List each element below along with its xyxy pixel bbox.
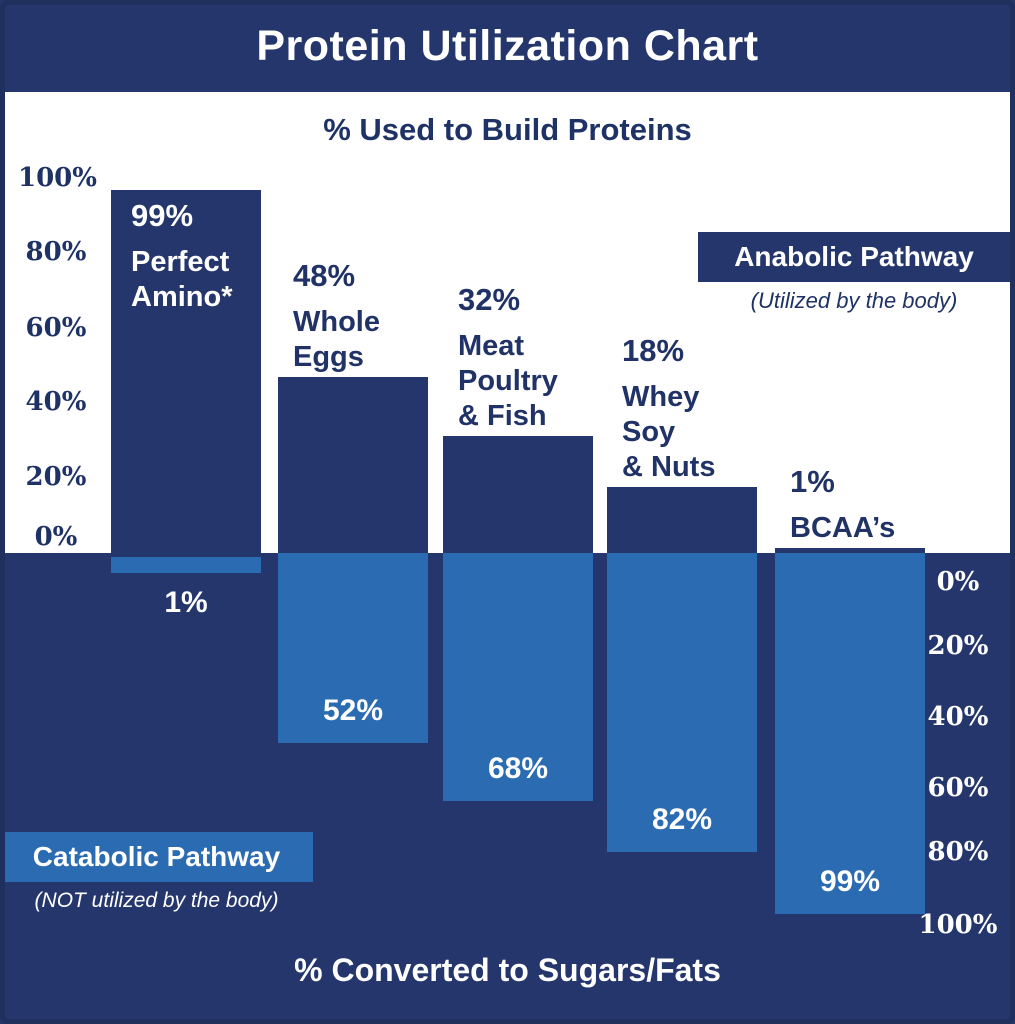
lower-axis-tick: 60% [927,773,989,803]
catabolic-value-label: 68% [487,752,549,785]
upper-axis-tick: 0% [34,522,78,552]
category-name-line: Eggs [293,341,364,373]
category-name-line: Whole [293,306,380,338]
anabolic-pathway-caption: (Utilized by the body) [750,288,958,313]
lower-axis-tick: 0% [936,567,980,597]
upper-axis-tick: 80% [25,237,87,267]
anabolic-value-label: 99% [131,198,194,233]
upper-axis-tick: 20% [25,462,87,492]
bar-category-label: 1% BCAA’s [790,464,895,546]
catabolic-value-label: 82% [651,803,713,836]
anabolic-bar [775,548,925,553]
catabolic-bar [607,553,757,852]
catabolic-bar [443,553,593,801]
upper-axis-title: % Used to Build Proteins [323,112,692,147]
lower-axis-tick: 40% [927,702,989,732]
anabolic-bar [443,436,593,553]
anabolic-pathway-legend: Anabolic Pathway [698,232,1010,282]
anabolic-bar [278,377,428,553]
upper-axis-tick: 40% [25,387,87,417]
category-name-line: & Fish [458,400,547,432]
category-name-line: Poultry [458,365,558,397]
bar-category-label: 32% Meat Poultry & Fish [458,282,558,434]
lower-axis-tick: 20% [927,631,989,661]
catabolic-value-label: 52% [322,694,384,727]
catabolic-value-label: 1% [164,586,208,619]
upper-axis-tick: 100% [18,163,97,193]
category-name-line: Soy [622,416,676,448]
title-bar: Protein Utilization Chart [0,0,1015,92]
lower-axis-tick: 80% [927,837,989,867]
category-name-line: Whey [622,381,700,413]
anabolic-bar [607,487,757,553]
anabolic-bar [111,190,261,553]
anabolic-pathway-label: Anabolic Pathway [734,241,974,272]
bar-category-label: 99% Perfect Amino* [131,198,233,315]
catabolic-pathway-label: Catabolic Pathway [32,841,281,872]
category-name-line: & Nuts [622,451,716,483]
anabolic-value-label: 48% [293,258,356,293]
category-name-line: BCAA’s [790,512,896,544]
catabolic-bar [111,557,261,573]
anabolic-value-label: 1% [790,464,835,499]
bar-category-label: 18% Whey Soy & Nuts [622,333,715,485]
catabolic-bar [775,553,925,914]
category-name-line: Meat [458,330,525,362]
anabolic-value-label: 18% [622,333,685,368]
catabolic-bar [278,553,428,743]
lower-axis-tick: 100% [918,910,998,940]
anabolic-value-label: 32% [458,282,521,317]
lower-axis-title: % Converted to Sugars/Fats [294,952,721,988]
page-title: Protein Utilization Chart [256,21,759,70]
catabolic-pathway-legend: Catabolic Pathway [0,832,313,882]
category-name-line: Perfect [131,246,230,278]
bar-category-label: 48% Whole Eggs [293,258,380,375]
catabolic-value-label: 99% [819,865,881,898]
category-name-line: Amino* [131,281,233,313]
upper-axis-tick: 60% [25,313,87,343]
catabolic-pathway-caption: (NOT utilized by the body) [34,889,279,912]
